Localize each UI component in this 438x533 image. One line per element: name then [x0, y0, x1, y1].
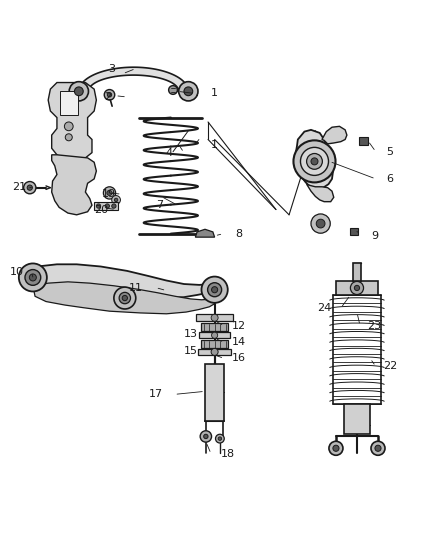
Circle shape	[27, 185, 32, 190]
Bar	[196, 314, 233, 321]
Text: 3: 3	[108, 63, 115, 74]
Circle shape	[105, 204, 110, 208]
Circle shape	[74, 87, 83, 96]
Text: 8: 8	[235, 229, 242, 239]
Circle shape	[64, 122, 73, 131]
Bar	[201, 324, 228, 332]
Circle shape	[24, 182, 36, 194]
Text: 1: 1	[211, 88, 218, 99]
Circle shape	[112, 204, 116, 208]
Circle shape	[371, 441, 385, 455]
Circle shape	[211, 314, 218, 321]
Circle shape	[311, 158, 318, 165]
Polygon shape	[79, 67, 188, 90]
Text: 19: 19	[102, 189, 116, 199]
Text: 16: 16	[232, 353, 246, 364]
Text: 20: 20	[95, 205, 109, 215]
Circle shape	[212, 287, 218, 293]
Circle shape	[212, 332, 218, 338]
Circle shape	[122, 295, 127, 301]
Circle shape	[65, 134, 72, 141]
Text: 5: 5	[386, 147, 393, 157]
Polygon shape	[52, 155, 96, 215]
Text: 6: 6	[386, 174, 393, 184]
Polygon shape	[33, 282, 215, 314]
Text: 7: 7	[156, 200, 163, 210]
Text: 10: 10	[10, 266, 24, 277]
Circle shape	[354, 285, 360, 290]
Polygon shape	[350, 228, 358, 235]
Bar	[205, 364, 224, 421]
Circle shape	[184, 87, 193, 96]
Polygon shape	[296, 130, 333, 189]
Bar	[353, 263, 361, 281]
Bar	[336, 281, 378, 295]
Circle shape	[114, 198, 118, 201]
Text: 18: 18	[221, 449, 235, 459]
Circle shape	[29, 274, 36, 281]
Circle shape	[329, 441, 343, 455]
Polygon shape	[48, 83, 96, 161]
Circle shape	[350, 281, 364, 295]
Circle shape	[333, 445, 339, 451]
Polygon shape	[28, 264, 215, 298]
Bar	[94, 201, 118, 211]
Polygon shape	[307, 184, 334, 201]
Circle shape	[69, 82, 88, 101]
Circle shape	[119, 292, 131, 304]
Circle shape	[316, 219, 325, 228]
Circle shape	[25, 270, 41, 285]
Circle shape	[169, 86, 177, 94]
Circle shape	[300, 147, 328, 175]
Bar	[199, 332, 230, 338]
Circle shape	[200, 431, 212, 442]
Circle shape	[311, 214, 330, 233]
Polygon shape	[195, 229, 215, 237]
Text: 12: 12	[232, 321, 246, 330]
Bar	[201, 340, 228, 348]
Circle shape	[375, 445, 381, 451]
Text: 24: 24	[317, 303, 331, 313]
Circle shape	[19, 263, 47, 292]
Circle shape	[208, 282, 222, 297]
Text: 22: 22	[383, 361, 397, 372]
Bar	[60, 91, 78, 115]
Text: 21: 21	[12, 182, 26, 192]
Circle shape	[204, 434, 208, 439]
Circle shape	[307, 154, 322, 169]
Bar	[344, 405, 370, 434]
Text: 23: 23	[367, 321, 381, 330]
Text: 1: 1	[211, 140, 218, 150]
Text: 13: 13	[184, 329, 198, 340]
Text: 4: 4	[165, 148, 172, 158]
Polygon shape	[359, 137, 368, 145]
Text: 14: 14	[232, 337, 246, 348]
Circle shape	[218, 437, 222, 440]
Circle shape	[201, 277, 228, 303]
Circle shape	[107, 190, 112, 196]
Text: 9: 9	[371, 231, 378, 241]
Circle shape	[96, 204, 101, 208]
Circle shape	[104, 90, 115, 100]
Circle shape	[103, 187, 116, 199]
Text: 2: 2	[104, 92, 111, 102]
Circle shape	[107, 93, 112, 97]
Circle shape	[179, 82, 198, 101]
Text: 17: 17	[148, 390, 162, 399]
Circle shape	[112, 196, 120, 204]
Circle shape	[293, 140, 336, 182]
Circle shape	[215, 434, 224, 443]
Text: 15: 15	[184, 345, 198, 356]
Bar	[198, 349, 231, 355]
Circle shape	[114, 287, 136, 309]
Polygon shape	[322, 126, 347, 144]
Text: 11: 11	[129, 282, 143, 293]
Circle shape	[211, 349, 218, 356]
